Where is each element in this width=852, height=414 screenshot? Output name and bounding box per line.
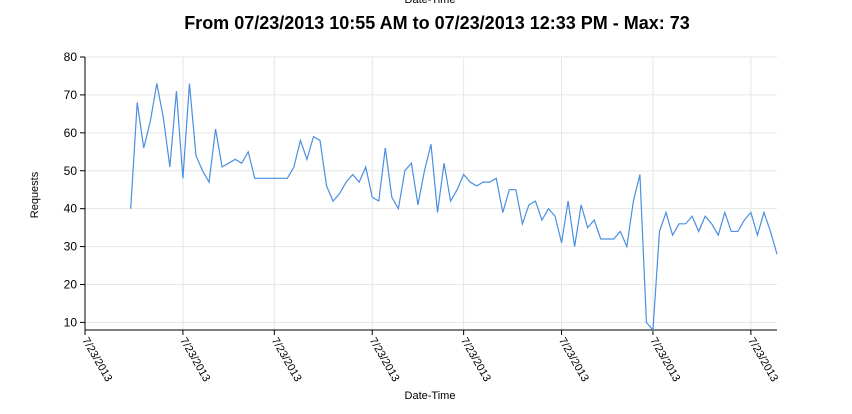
- x-axis-label: Date-Time: [405, 390, 456, 402]
- x-tick-label: 7/23/2013: [367, 336, 402, 384]
- y-tick-label: 30: [64, 240, 78, 254]
- y-tick-label: 80: [64, 50, 78, 64]
- y-tick-label: 70: [64, 88, 78, 102]
- chart-title: From 07/23/2013 10:55 AM to 07/23/2013 1…: [184, 13, 690, 33]
- y-axis-label: Requests: [29, 171, 41, 218]
- x-tick-label: 7/23/2013: [745, 336, 780, 384]
- y-tick-label: 10: [64, 315, 78, 329]
- x-tick-label: 7/23/2013: [647, 336, 682, 384]
- x-tick-label: 7/23/2013: [556, 336, 591, 384]
- x-tick-label: 7/23/2013: [269, 336, 304, 384]
- x-tick-label: 7/23/2013: [458, 336, 493, 384]
- data-line: [130, 83, 778, 332]
- chart-subtitle: Date-Time: [405, 0, 456, 6]
- y-tick-label: 20: [64, 278, 78, 292]
- x-tick-label: 7/23/2013: [79, 336, 114, 384]
- y-tick-label: 40: [64, 202, 78, 216]
- y-tick-label: 50: [64, 164, 78, 178]
- y-tick-label: 60: [64, 126, 78, 140]
- x-tick-label: 7/23/2013: [177, 336, 212, 384]
